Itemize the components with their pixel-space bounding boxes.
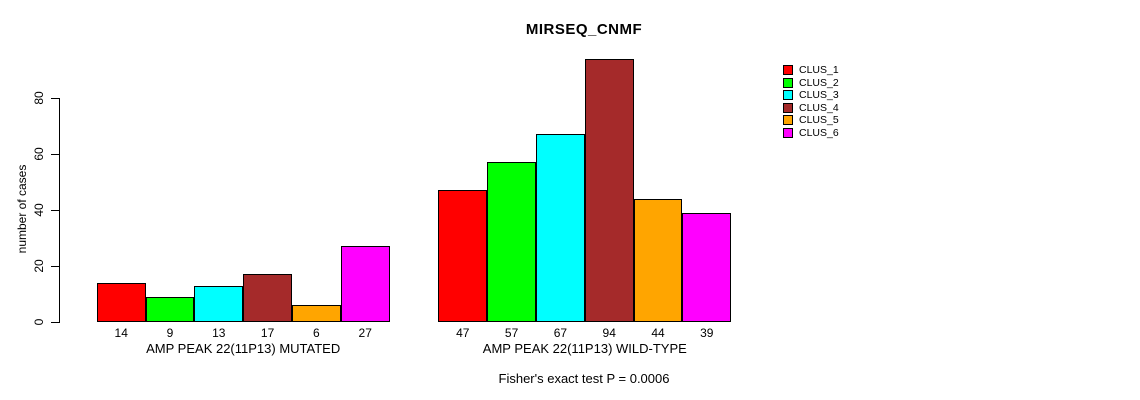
legend-color-swatch bbox=[783, 127, 793, 138]
legend-color-swatch bbox=[783, 90, 793, 101]
group-axis-label: AMP PEAK 22(11P13) MUTATED bbox=[146, 341, 341, 356]
bar-clus_6-group2 bbox=[682, 212, 732, 322]
y-tick-label: 40 bbox=[32, 203, 46, 217]
bar-value-label: 9 bbox=[166, 326, 174, 340]
legend-entry-clus_3: CLUS_3 bbox=[783, 89, 839, 102]
bar-clus_4-group1 bbox=[243, 274, 292, 322]
bar-value-label: 44 bbox=[651, 326, 665, 340]
legend-label: CLUS_5 bbox=[799, 114, 839, 126]
bar-clus_1-group1 bbox=[96, 282, 146, 322]
y-tick-label: 20 bbox=[32, 259, 46, 273]
bar-clus_6-group1 bbox=[340, 246, 390, 322]
legend-entry-clus_4: CLUS_4 bbox=[783, 102, 839, 115]
group-axis-label: AMP PEAK 22(11P13) WILD-TYPE bbox=[482, 341, 687, 356]
legend-label: CLUS_1 bbox=[799, 64, 839, 76]
legend-label: CLUS_6 bbox=[799, 126, 839, 139]
legend-entry-clus_1: CLUS_1 bbox=[783, 64, 839, 77]
legend-entry-clus_5: CLUS_5 bbox=[783, 114, 839, 127]
y-tick-mark bbox=[51, 265, 59, 267]
bar-value-label: 27 bbox=[358, 326, 372, 340]
legend-color-swatch bbox=[783, 115, 793, 126]
legend: CLUS_1 CLUS_2 CLUS_3 CLUS_4 CLUS_5 CLUS_6 bbox=[783, 64, 839, 139]
legend-label: CLUS_2 bbox=[799, 76, 839, 89]
bar-value-label: 57 bbox=[504, 326, 519, 340]
legend-color-swatch bbox=[783, 77, 793, 88]
bar-value-label: 39 bbox=[700, 326, 714, 340]
y-axis-line bbox=[59, 98, 60, 323]
bar-clus_3-group2 bbox=[536, 134, 585, 322]
legend-entry-clus_2: CLUS_2 bbox=[783, 77, 839, 90]
y-tick-mark bbox=[51, 209, 59, 211]
legend-label: CLUS_4 bbox=[799, 101, 839, 114]
bar-clus_5-group1 bbox=[292, 305, 341, 322]
fisher-test-note: Fisher's exact test P = 0.0006 bbox=[498, 371, 670, 386]
bar-value-label: 14 bbox=[114, 326, 128, 340]
legend-entry-clus_6: CLUS_6 bbox=[783, 127, 839, 140]
legend-label: CLUS_3 bbox=[799, 89, 839, 101]
chart-title: MIRSEQ_CNMF bbox=[525, 21, 643, 38]
bar-value-label: 94 bbox=[602, 326, 616, 340]
bar-value-label: 47 bbox=[456, 326, 470, 340]
bar-clus_1-group2 bbox=[438, 190, 488, 322]
y-tick-mark bbox=[51, 321, 59, 323]
bar-clus_5-group2 bbox=[633, 198, 683, 322]
y-tick-label: 80 bbox=[32, 91, 46, 105]
bar-value-label: 6 bbox=[313, 326, 320, 340]
bar-value-label: 67 bbox=[553, 326, 568, 340]
legend-color-swatch bbox=[783, 65, 793, 76]
y-tick-mark bbox=[51, 97, 59, 99]
y-tick-label: 60 bbox=[32, 147, 46, 161]
bar-value-label: 17 bbox=[260, 326, 275, 340]
y-tick-mark bbox=[51, 153, 59, 155]
bar-value-label: 13 bbox=[212, 326, 226, 340]
y-tick-label: 0 bbox=[32, 318, 46, 326]
bar-clus_2-group1 bbox=[145, 296, 195, 322]
legend-color-swatch bbox=[783, 102, 793, 113]
bar-clus_3-group1 bbox=[194, 285, 244, 322]
bar-clus_2-group2 bbox=[487, 162, 536, 322]
bar-clus_4-group2 bbox=[584, 58, 634, 322]
y-axis-title: number of cases bbox=[15, 164, 29, 254]
